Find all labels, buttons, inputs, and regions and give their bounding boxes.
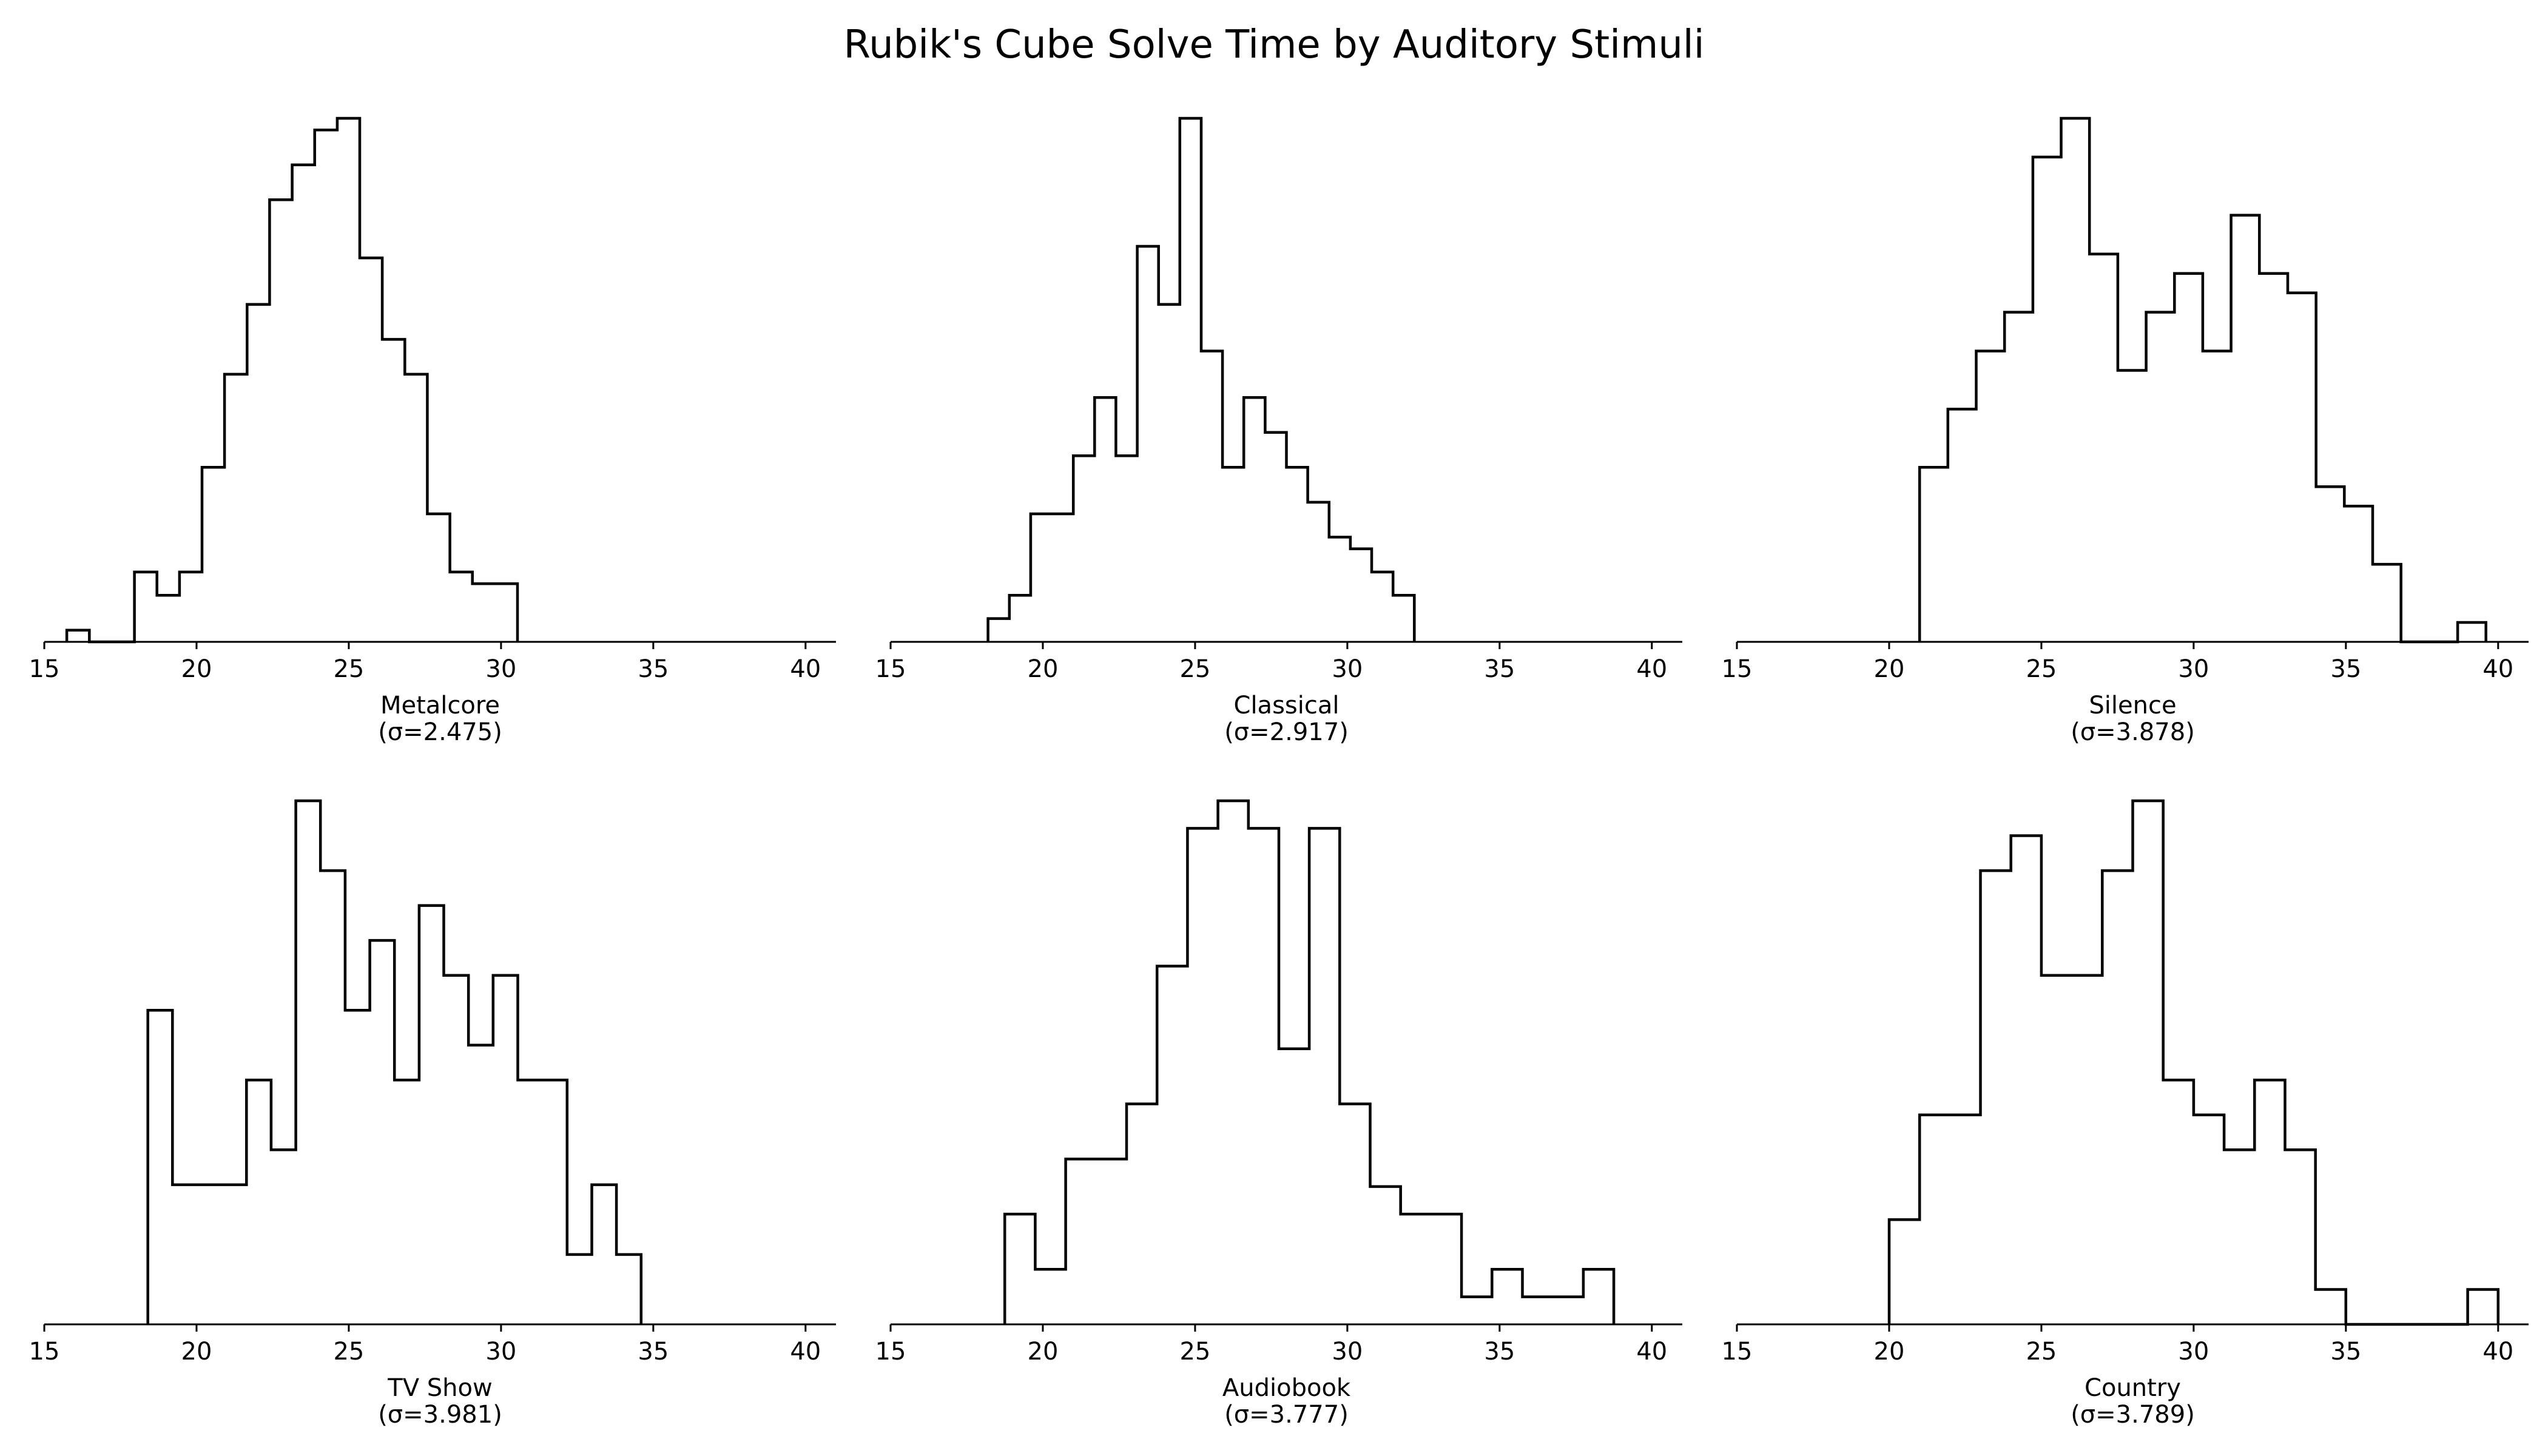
x-tick-label: 20: [1028, 655, 1059, 683]
chart-title: Rubik's Cube Solve Time by Auditory Stim…: [844, 22, 1705, 67]
panel-label: Classical: [1234, 692, 1340, 720]
panel-sigma-label: (σ=2.475): [378, 718, 502, 746]
x-tick-label: 35: [2330, 1338, 2361, 1366]
x-tick-label: 35: [638, 655, 669, 683]
panel-label: Metalcore: [380, 692, 500, 720]
histogram-step-line: [146, 799, 643, 1324]
x-tick-label: 20: [1028, 1338, 1059, 1366]
histogram-panel-silence: 15 20 25 30 35 40 Silence(σ=3.878): [1722, 116, 2529, 746]
x-tick-label: 35: [1484, 1338, 1515, 1366]
x-tick-label: 30: [485, 1338, 516, 1366]
x-tick-label: 40: [790, 1338, 821, 1366]
x-tick-label: 30: [485, 655, 516, 683]
panel-sigma-label: (σ=3.981): [378, 1401, 502, 1429]
x-tick-label: 40: [1636, 655, 1667, 683]
panel-sigma-label: (σ=3.777): [1224, 1401, 1349, 1429]
x-tick-label: 30: [1332, 1338, 1363, 1366]
panel-label: Country: [2085, 1374, 2181, 1402]
x-tick-label: 40: [2482, 1338, 2513, 1366]
x-tick-label: 25: [2026, 1338, 2057, 1366]
x-tick-label: 15: [875, 1338, 906, 1366]
x-tick-label: 25: [333, 1338, 364, 1366]
x-tick-label: 30: [1332, 655, 1363, 683]
x-tick-label: 15: [875, 655, 906, 683]
x-tick-label: 15: [1722, 1338, 1753, 1366]
panel-sigma-label: (σ=3.878): [2071, 718, 2195, 746]
x-tick-label: 20: [1874, 1338, 1905, 1366]
panel-label: Silence: [2089, 692, 2176, 720]
x-tick-label: 25: [2026, 655, 2057, 683]
panel-sigma-label: (σ=2.917): [1224, 718, 1349, 746]
histogram-panel-metalcore: 15 20 25 30 35 40 Metalcore(σ=2.475): [29, 116, 836, 746]
x-tick-label: 40: [1636, 1338, 1667, 1366]
panel-sigma-label: (σ=3.789): [2071, 1401, 2195, 1429]
x-tick-label: 25: [1179, 1338, 1210, 1366]
histogram-step-line: [1918, 116, 2487, 644]
x-tick-label: 35: [638, 1338, 669, 1366]
x-tick-label: 35: [1484, 655, 1515, 683]
histogram-panel-classical: 15 20 25 30 35 40 Classical(σ=2.917): [875, 116, 1682, 746]
x-tick-label: 20: [1874, 655, 1905, 683]
x-tick-label: 15: [29, 655, 60, 683]
x-tick-label: 40: [2482, 655, 2513, 683]
histogram-step-line: [1003, 799, 1616, 1324]
x-tick-label: 25: [333, 655, 364, 683]
panel-label: Audiobook: [1222, 1374, 1351, 1402]
histogram-step-line: [65, 116, 519, 644]
x-tick-label: 30: [2178, 655, 2209, 683]
x-tick-label: 15: [1722, 655, 1753, 683]
x-tick-label: 20: [181, 655, 212, 683]
panel-label: TV Show: [387, 1374, 492, 1402]
x-tick-label: 25: [1179, 655, 1210, 683]
x-tick-label: 30: [2178, 1338, 2209, 1366]
x-tick-label: 40: [790, 655, 821, 683]
x-tick-label: 15: [29, 1338, 60, 1366]
histogram-panel-audiobook: 15 20 25 30 35 40 Audiobook(σ=3.777): [875, 799, 1682, 1429]
histogram-panel-country: 15 20 25 30 35 40 Country(σ=3.789): [1722, 799, 2529, 1429]
x-tick-label: 35: [2330, 655, 2361, 683]
histogram-panel-tv-show: 15 20 25 30 35 40 TV Show(σ=3.981): [29, 799, 836, 1429]
x-tick-label: 20: [181, 1338, 212, 1366]
histogram-step-line: [986, 116, 1416, 642]
histogram-step-line: [1887, 799, 2500, 1326]
